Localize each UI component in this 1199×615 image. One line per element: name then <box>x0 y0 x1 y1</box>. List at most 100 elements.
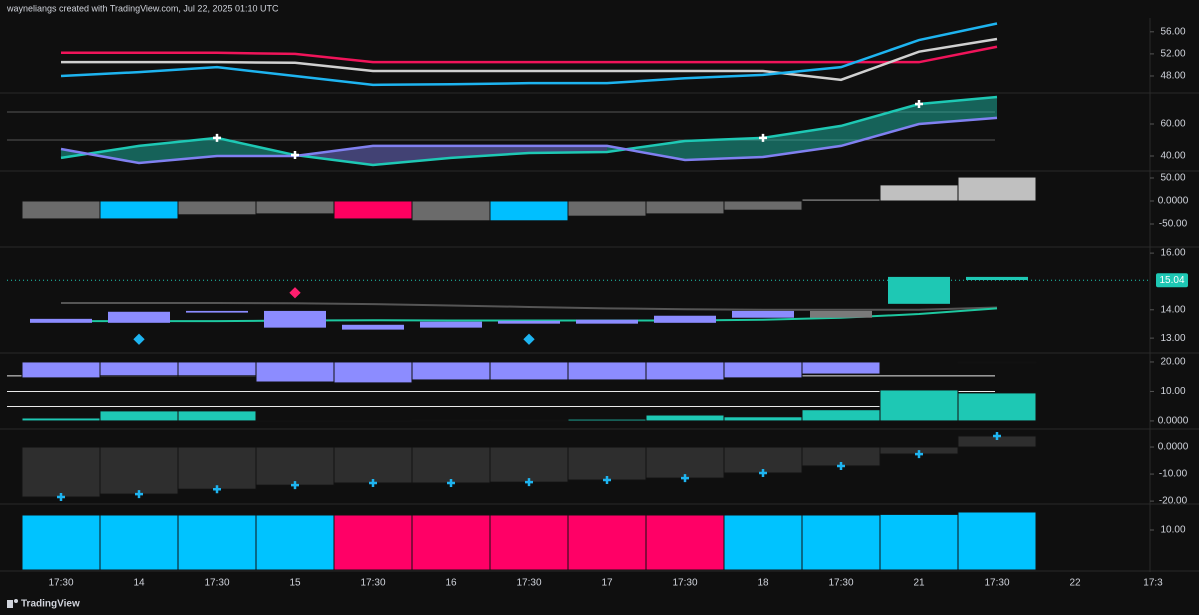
box <box>654 315 716 323</box>
diamond <box>523 333 535 345</box>
bar <box>411 446 491 484</box>
y-tick-label: 0.0000 <box>1158 416 1189 427</box>
bar <box>645 414 725 422</box>
time-label: 21 <box>913 578 925 589</box>
panel: 16.00 14.00 13.00 15.04 <box>7 248 1188 345</box>
band-fill <box>763 125 841 157</box>
y-tick-label: 20.00 <box>1160 357 1185 368</box>
bar <box>255 361 335 383</box>
bar <box>723 446 803 474</box>
y-tick-label: 50.00 <box>1160 173 1185 184</box>
last-value-label: 15.04 <box>1159 275 1184 286</box>
cross-marker <box>369 478 377 487</box>
time-label: 22 <box>1069 578 1081 589</box>
line <box>60 22 998 87</box>
bar <box>489 361 569 381</box>
band-fill <box>451 145 529 158</box>
time-label: 17:30 <box>672 578 697 589</box>
cross-marker <box>447 478 455 487</box>
line <box>61 45 998 64</box>
bar <box>333 200 413 220</box>
cross-marker <box>525 478 533 487</box>
bar <box>645 446 725 479</box>
bar <box>879 513 959 571</box>
box <box>186 310 248 313</box>
bar <box>957 511 1037 571</box>
y-tick-label: 56.00 <box>1160 26 1185 37</box>
bar <box>255 514 335 571</box>
time-label: 17:30 <box>828 578 853 589</box>
bar <box>411 200 491 222</box>
bar <box>645 361 725 381</box>
cross-marker <box>837 461 845 470</box>
time-label: 17:30 <box>204 578 229 589</box>
panel: 0.0000 -10.00 -20.00 <box>21 431 1189 507</box>
panel: 50.00 0.0000 -50.00 <box>21 173 1189 230</box>
bar <box>99 410 179 422</box>
panel: 60.00 40.00 <box>7 95 1186 167</box>
time-label: 16 <box>445 578 457 589</box>
box <box>108 311 170 323</box>
box <box>576 319 638 324</box>
bar <box>645 200 725 215</box>
diamond <box>133 333 145 345</box>
bar <box>879 389 959 422</box>
credit: wayneliangs created with TradingView.com… <box>6 3 279 13</box>
bar <box>645 514 725 571</box>
y-tick-label: 13.00 <box>1160 333 1185 344</box>
time-label: 17:3 <box>1143 578 1163 589</box>
box <box>420 321 482 328</box>
panel: 10.00 <box>21 511 1186 571</box>
cross-marker <box>291 481 299 490</box>
bar <box>333 514 413 571</box>
bar <box>723 416 803 422</box>
panel: 20.00 10.00 0.0000 <box>7 357 1189 427</box>
bar <box>99 361 179 377</box>
bar <box>21 417 101 422</box>
diamond <box>289 287 301 299</box>
bar <box>567 446 647 481</box>
bar <box>177 514 257 571</box>
bar <box>957 361 1037 364</box>
time-label: 14 <box>133 578 145 589</box>
time-label: 17 <box>601 578 613 589</box>
line <box>61 301 998 311</box>
box <box>30 318 92 323</box>
bar <box>567 514 647 571</box>
bar <box>177 200 257 216</box>
cross-marker <box>681 474 689 483</box>
bar <box>177 446 257 490</box>
bar <box>567 361 647 381</box>
time-label: 17:30 <box>48 578 73 589</box>
box <box>342 324 404 330</box>
bar <box>333 446 413 484</box>
y-tick-label: 60.00 <box>1160 119 1185 130</box>
bar <box>489 446 569 483</box>
cross-marker <box>915 100 923 108</box>
line <box>61 37 998 82</box>
bar <box>21 200 101 220</box>
y-tick-label: 40.00 <box>1160 151 1185 162</box>
cross-marker <box>57 493 65 502</box>
box <box>732 310 794 318</box>
bar <box>99 514 179 571</box>
panel: 56.00 52.00 48.00 <box>60 22 1186 87</box>
cross-marker <box>603 476 611 485</box>
cross-marker <box>759 468 767 477</box>
band-fill <box>685 137 763 160</box>
bar <box>411 419 491 422</box>
bar <box>21 361 101 379</box>
bar <box>957 176 1037 202</box>
cross-marker <box>915 450 923 459</box>
box <box>888 276 950 304</box>
bar <box>99 446 179 495</box>
box <box>966 276 1028 281</box>
box <box>498 320 560 324</box>
last-value-box <box>1156 273 1188 288</box>
bar <box>255 200 335 215</box>
bar <box>723 200 803 211</box>
bar <box>489 200 569 222</box>
box <box>264 310 326 328</box>
y-tick-label: 10.00 <box>1160 525 1185 536</box>
